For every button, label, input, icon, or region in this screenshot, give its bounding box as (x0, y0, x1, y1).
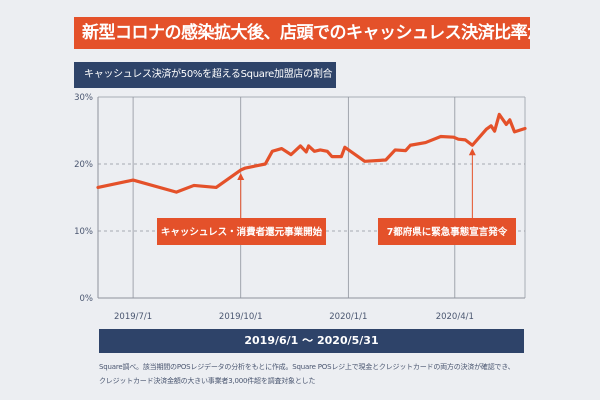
series-line (96, 112, 527, 194)
y-tick-label: 10% (74, 227, 93, 237)
annotation-arrow-head (237, 173, 245, 181)
footnote-line-2: クレジットカード決済金額の大きい事業者3,000件超を調査対象とした (99, 377, 316, 385)
x-tick-label: 2020/1/1 (329, 312, 367, 322)
y-tick-label: 0% (80, 294, 94, 304)
footnote-line-1: Square調べ。該当期間のPOSレジデータの分析をもとに作成。Square P… (99, 363, 515, 371)
x-tick-label: 2019/10/1 (219, 312, 263, 322)
annotation-arrow-head (468, 148, 476, 156)
annotation-box (157, 218, 326, 245)
y-tick-label: 20% (74, 160, 93, 170)
y-tick-label: 30% (74, 93, 93, 103)
annotation-label: 7都府県に緊急事態宣言発令 (387, 226, 508, 238)
chart-title: 新型コロナの感染拡大後、店頭でのキャッシュレス決済比率が増加 (74, 17, 530, 49)
annotation-label: キャッシュレス・消費者還元事業開始 (161, 226, 323, 238)
x-tick-label: 2019/7/1 (114, 312, 152, 322)
annotation-box (378, 218, 516, 245)
x-axis-label: 2019/6/1 〜 2020/5/31 (99, 329, 524, 353)
x-tick-label: 2020/4/1 (436, 312, 474, 322)
chart-subtitle: キャッシュレス決済が50%を超えるSquare加盟店の割合 (74, 62, 336, 88)
